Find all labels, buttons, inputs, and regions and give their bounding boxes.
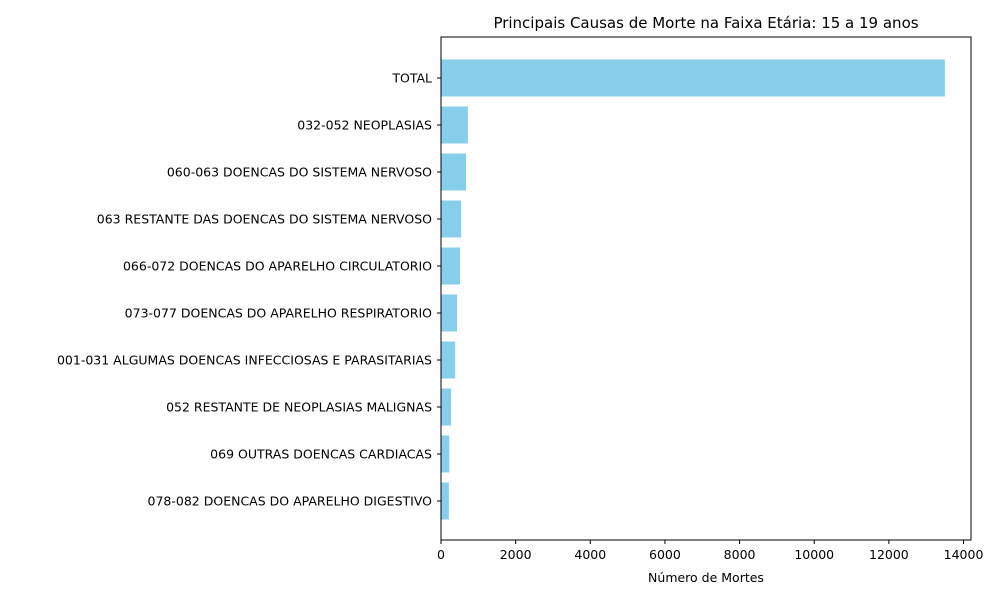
category-label: 063 RESTANTE DAS DOENCAS DO SISTEMA NERV… — [97, 212, 432, 227]
bar-4 — [441, 247, 461, 285]
x-tick-label: 8000 — [724, 547, 756, 562]
bar-1 — [441, 106, 468, 144]
category-label: 001-031 ALGUMAS DOENCAS INFECCIOSAS E PA… — [57, 353, 432, 368]
x-axis-label: Número de Mortes — [648, 570, 764, 585]
plot-frame — [440, 36, 972, 541]
bars-group — [441, 59, 945, 520]
bar-6 — [441, 341, 456, 379]
x-tick-label: 2000 — [500, 547, 532, 562]
chart-title: Principais Causas de Morte na Faixa Etár… — [493, 14, 918, 32]
category-label: 060-063 DOENCAS DO SISTEMA NERVOSO — [167, 165, 432, 180]
x-tick-label: 4000 — [574, 547, 606, 562]
bar-2 — [441, 153, 467, 191]
bar-8 — [441, 435, 450, 473]
x-tick-label: 12000 — [869, 547, 909, 562]
bar-7 — [441, 388, 452, 426]
category-label: TOTAL — [391, 71, 432, 86]
x-tick-label: 14000 — [944, 547, 984, 562]
category-labels: TOTAL 032-052 NEOPLASIAS 060-063 DOENCAS D… — [57, 71, 441, 509]
category-label: 052 RESTANTE DE NEOPLASIAS MALIGNAS — [166, 400, 432, 415]
x-tick-label: 10000 — [794, 547, 834, 562]
bar-9 — [441, 482, 449, 520]
bar-3 — [441, 200, 462, 238]
category-label: 066-072 DOENCAS DO APARELHO CIRCULATORIO — [123, 259, 432, 274]
x-axis-ticks: 0 2000 4000 6000 8000 10000 12000 14000 — [437, 540, 983, 562]
x-tick-label: 0 — [437, 547, 445, 562]
bar-0 — [441, 59, 945, 97]
category-label: 032-052 NEOPLASIAS — [297, 118, 432, 133]
category-label: 073-077 DOENCAS DO APARELHO RESPIRATORIO — [125, 306, 432, 321]
bar-5 — [441, 294, 458, 332]
category-label: 078-082 DOENCAS DO APARELHO DIGESTIVO — [148, 494, 433, 509]
x-tick-label: 6000 — [649, 547, 681, 562]
category-label: 069 OUTRAS DOENCAS CARDIACAS — [210, 447, 432, 462]
